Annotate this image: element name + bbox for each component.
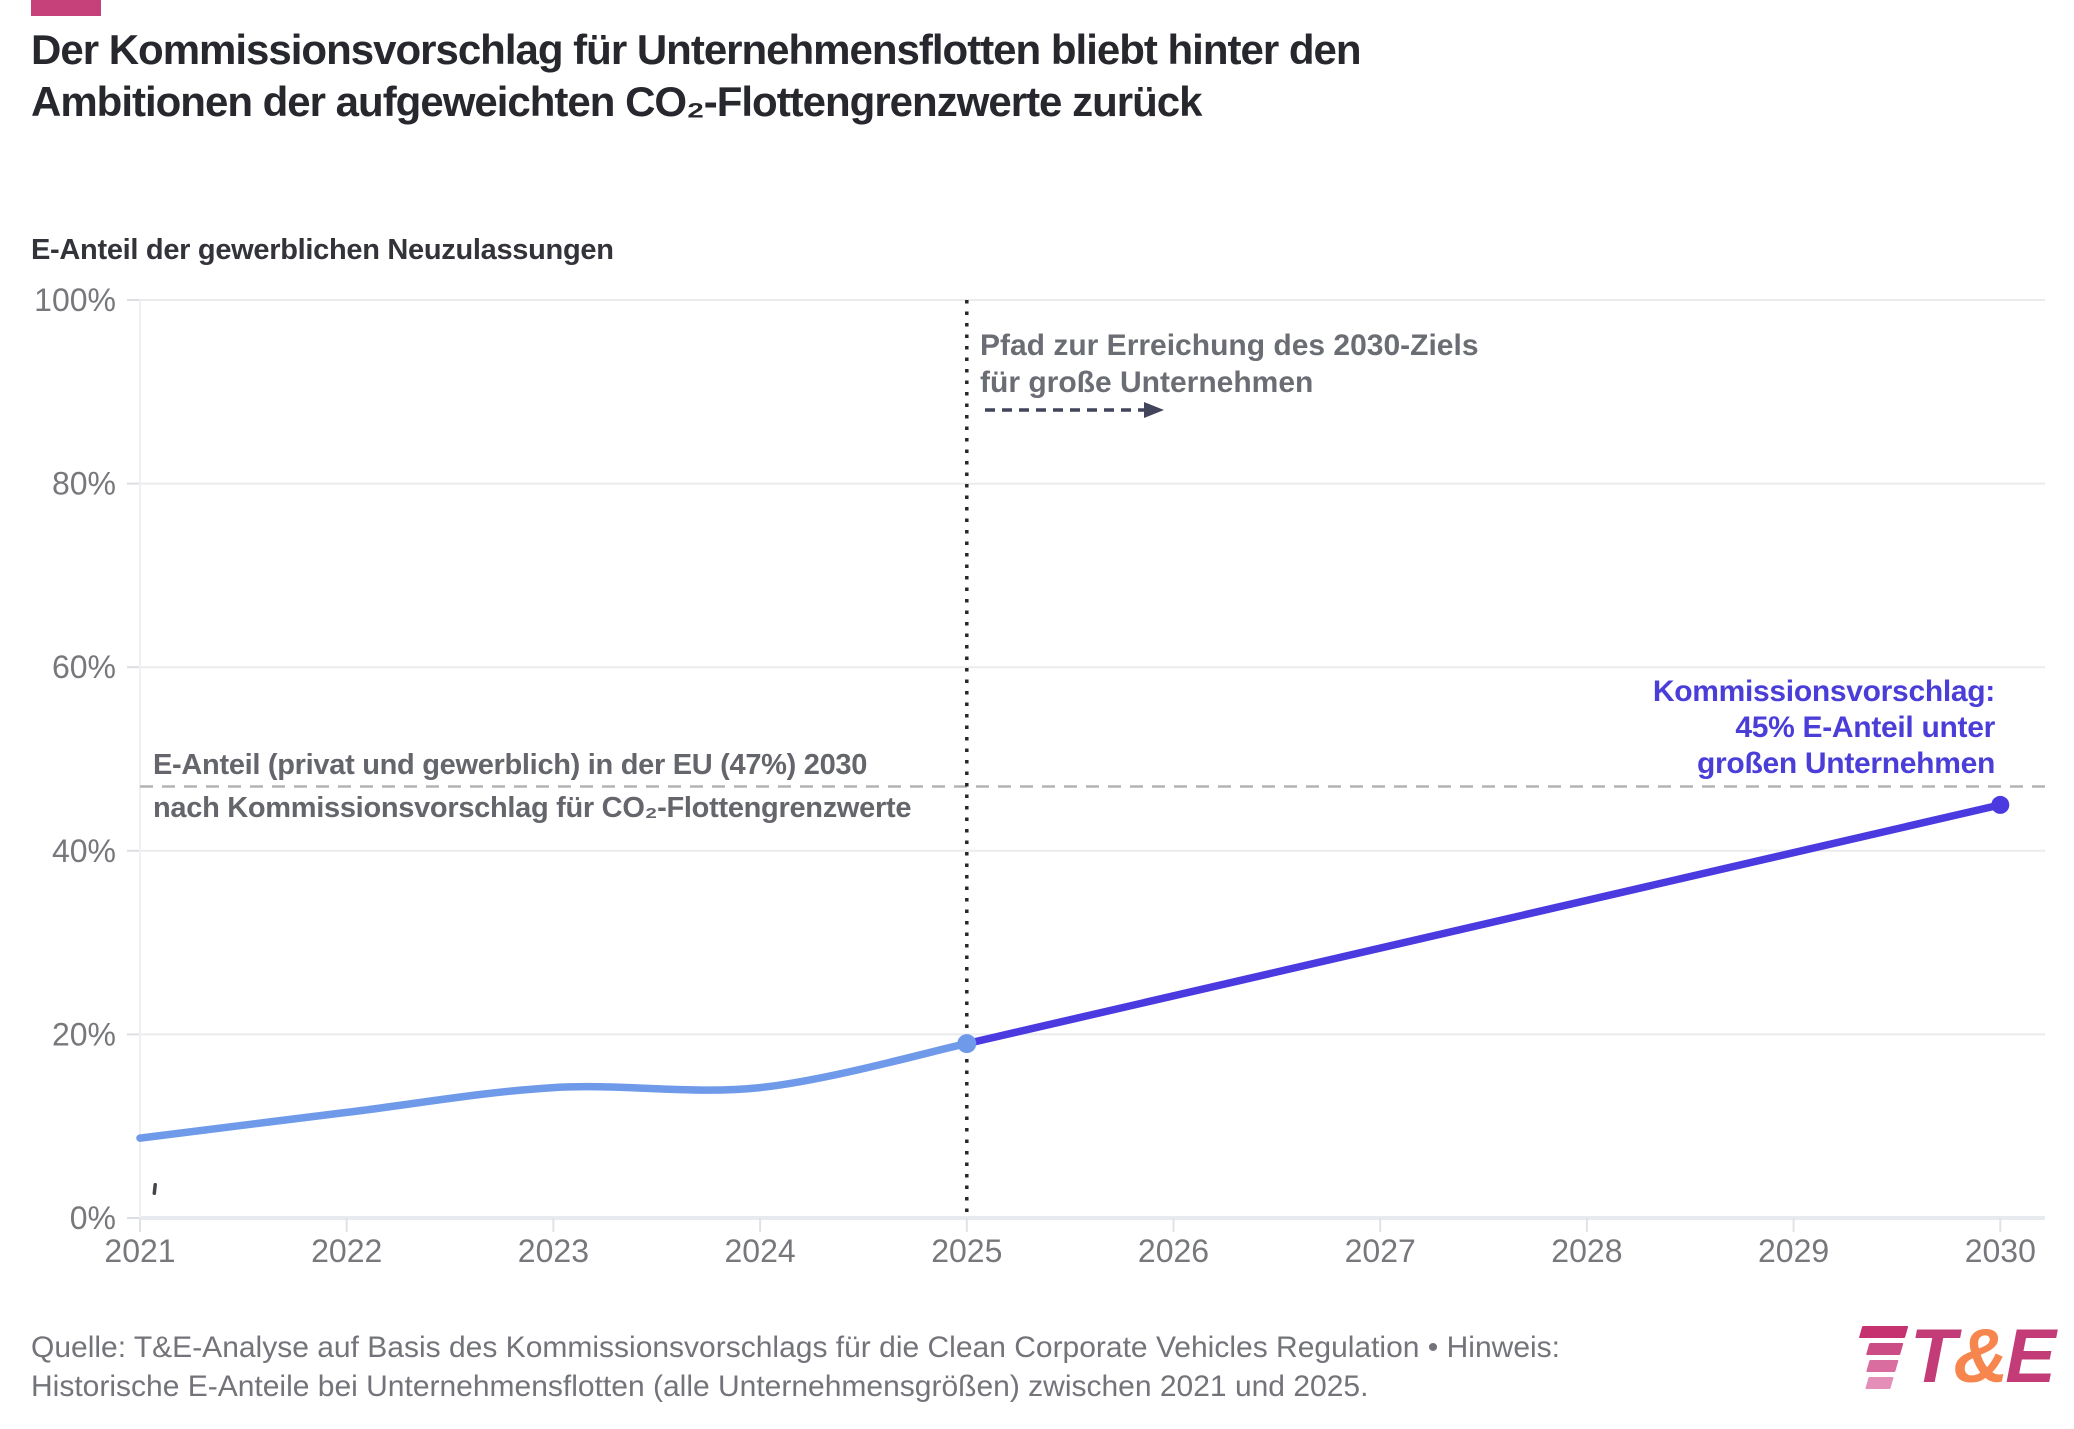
svg-text:2030: 2030 bbox=[1965, 1233, 2036, 1269]
brand-accent-bar bbox=[31, 0, 101, 16]
svg-text:2029: 2029 bbox=[1758, 1233, 1829, 1269]
svg-text:40%: 40% bbox=[52, 833, 116, 869]
axis-description: E-Anteil der gewerblichen Neuzulassungen bbox=[31, 234, 614, 266]
source-note: Quelle: T&E-Analyse auf Basis des Kommis… bbox=[31, 1328, 1560, 1406]
svg-text:60%: 60% bbox=[52, 649, 116, 685]
projection-end-label-line3: großen Unternehmen bbox=[1697, 747, 1995, 780]
svg-text:0%: 0% bbox=[70, 1200, 116, 1236]
reference-line-label-line1: E-Anteil (privat und gewerblich) in der … bbox=[153, 749, 868, 781]
chart-title-line2: Ambitionen der aufgeweichten CO₂-Flotten… bbox=[31, 78, 1202, 125]
target-path-annotation-line2: für große Unternehmen bbox=[980, 366, 1314, 399]
target-path-annotation-line1: Pfad zur Erreichung des 2030-Ziels bbox=[980, 329, 1479, 362]
chart-title: Der Kommissionsvorschlag für Unternehmen… bbox=[31, 24, 1362, 128]
svg-text:2027: 2027 bbox=[1345, 1233, 1416, 1269]
te-logo-text: T&E bbox=[1909, 1314, 2056, 1399]
svg-text:2026: 2026 bbox=[1138, 1233, 1209, 1269]
chart-title-line1: Der Kommissionsvorschlag für Unternehmen… bbox=[31, 26, 1362, 73]
projection-end-label-line1: Kommissionsvorschlag: bbox=[1652, 675, 1995, 708]
svg-text:2022: 2022 bbox=[311, 1233, 382, 1269]
svg-text:100%: 100% bbox=[34, 282, 116, 318]
svg-text:80%: 80% bbox=[52, 466, 116, 502]
svg-text:2024: 2024 bbox=[725, 1233, 796, 1269]
projection-end-label-line2: 45% E-Anteil unter bbox=[1735, 711, 1995, 744]
svg-text:2023: 2023 bbox=[518, 1233, 589, 1269]
te-logo-bar bbox=[1865, 1377, 1894, 1389]
svg-text:2025: 2025 bbox=[931, 1233, 1002, 1269]
target-path-annotation: Pfad zur Erreichung des 2030-Ziels für gr… bbox=[980, 327, 1479, 401]
te-logo-ampersand: & bbox=[1953, 1314, 2008, 1399]
source-note-line2: Historische E-Anteile bei Unternehmensfl… bbox=[31, 1370, 1369, 1403]
reference-line-label: E-Anteil (privat und gewerblich) in der … bbox=[153, 744, 911, 830]
te-logo-mark-icon bbox=[1843, 1326, 1913, 1398]
te-logo-letter-t: T bbox=[1909, 1314, 1956, 1399]
source-note-line1: Quelle: T&E-Analyse auf Basis des Kommis… bbox=[31, 1331, 1561, 1364]
svg-text:2021: 2021 bbox=[104, 1233, 175, 1269]
svg-text:2028: 2028 bbox=[1551, 1233, 1622, 1269]
te-logo-bar bbox=[1866, 1360, 1899, 1372]
svg-text:20%: 20% bbox=[52, 1016, 116, 1052]
te-logo: T&E bbox=[1853, 1314, 2056, 1401]
te-logo-bar bbox=[1858, 1326, 1909, 1338]
projection-end-label: Kommissionsvorschlag: 45% E-Anteil unter g… bbox=[1653, 674, 1995, 782]
te-logo-letter-e: E bbox=[2005, 1314, 2056, 1399]
reference-line-label-line2: nach Kommissionsvorschlag für CO₂-Flotte… bbox=[153, 792, 912, 824]
te-logo-bar bbox=[1865, 1343, 1904, 1355]
